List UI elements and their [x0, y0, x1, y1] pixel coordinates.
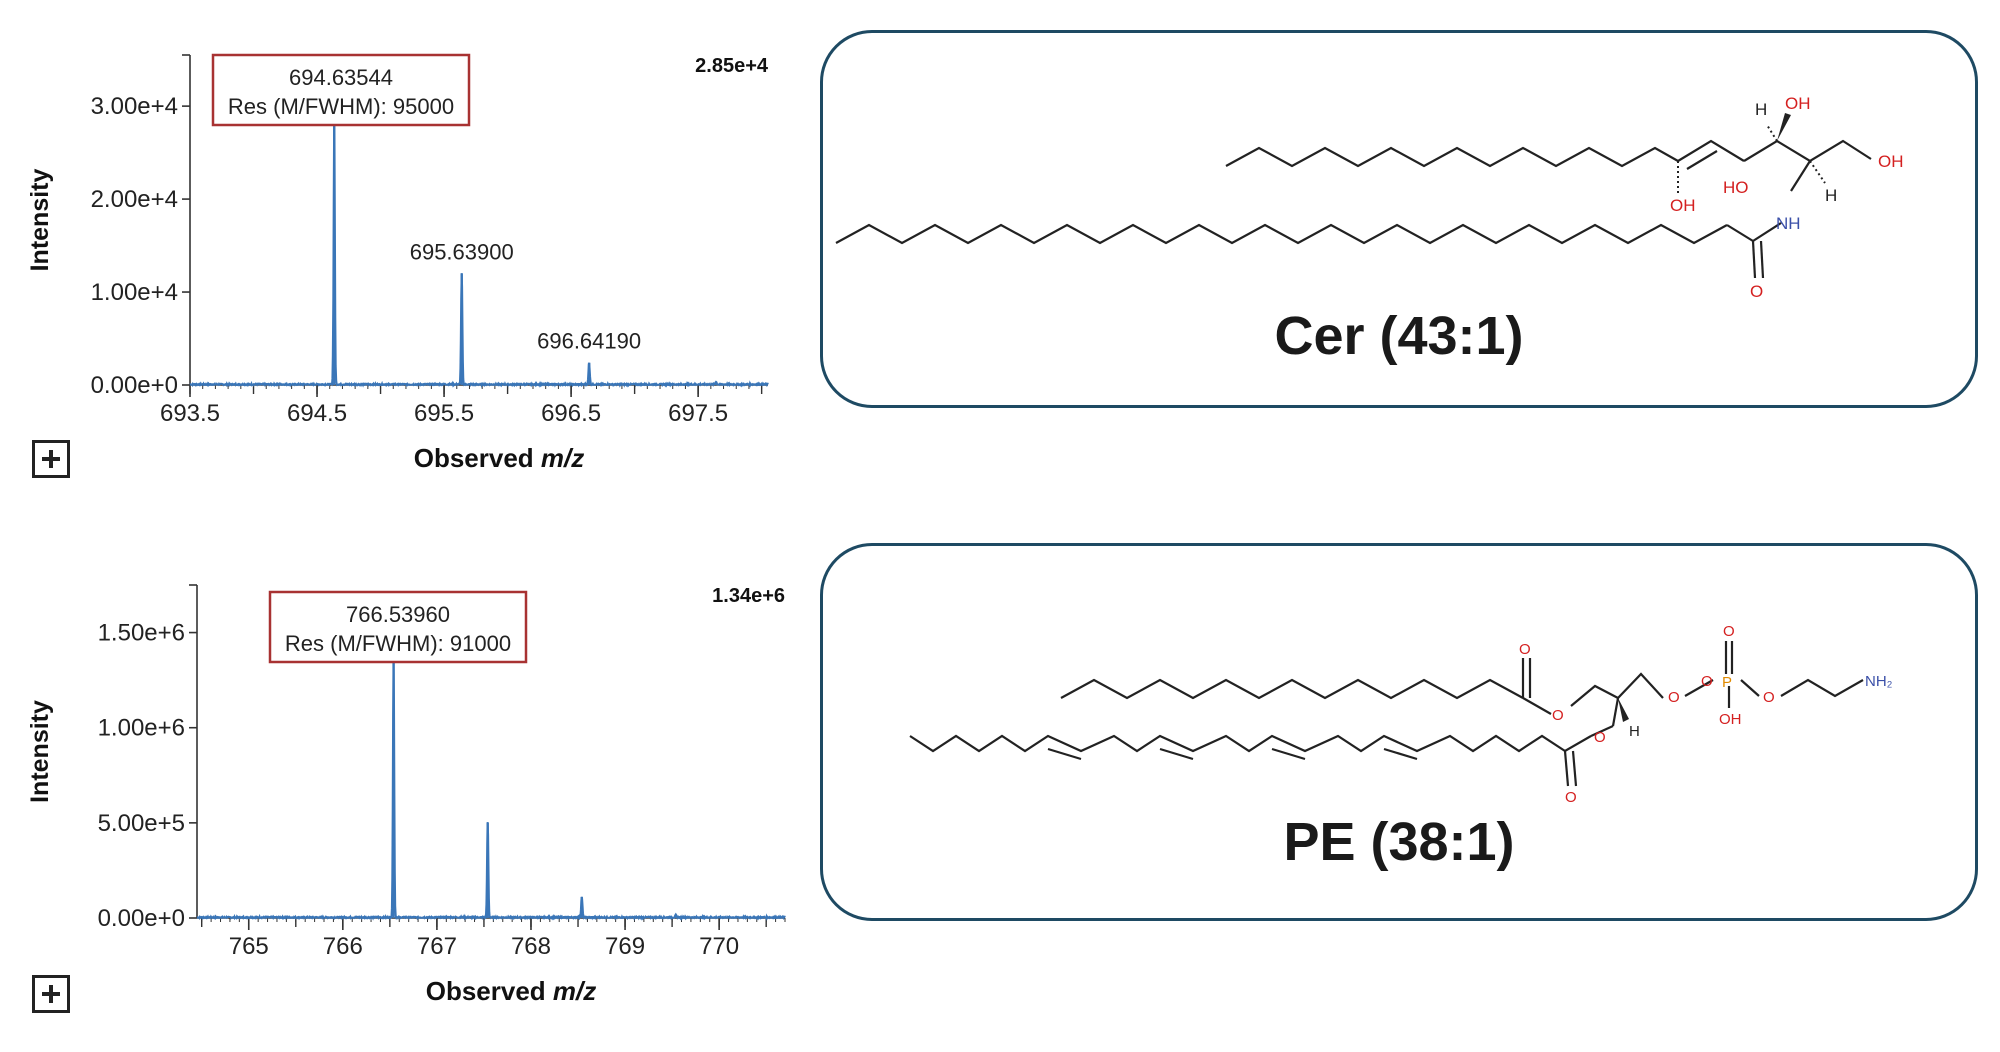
atom-label: O: [1565, 789, 1577, 806]
max-intensity-label: 1.34e+6: [712, 585, 785, 607]
atom-label: OH: [1670, 196, 1696, 215]
acyl-chain: [835, 223, 1728, 245]
atom-label: O: [1668, 689, 1680, 706]
x-tick-label: 766: [323, 933, 363, 960]
x-tick-label: 694.5: [287, 400, 347, 427]
spectrum-trace: [196, 662, 786, 922]
y-tick-label: 3.00e+4: [91, 93, 178, 120]
sphingoid-chain: [1225, 146, 1679, 168]
annotation-box: [211, 53, 471, 127]
y-tick-label: 1.50e+6: [98, 620, 185, 647]
x-axis-title-unit: m/z: [541, 443, 584, 473]
spectrum-panel-2: 765 766 767 768 769 770 0.00e+0 5.00e+5 1.00e+6 1…: [0, 530, 800, 1050]
annotation-box: [268, 590, 528, 664]
x-tick-label: 695.5: [414, 400, 474, 427]
lower-acyl-chain: [909, 734, 1592, 753]
y-tick-label: 1.00e+4: [91, 279, 178, 306]
upper-acyl-chain: [1060, 678, 1524, 700]
expand-button-1[interactable]: [32, 440, 70, 478]
atom-label: NH₂: [1865, 673, 1893, 690]
spectrum-chart-1: 693.5 694.5 695.5 696.5 697.5 0.00e+0 1.00e+4 2…: [26, 53, 769, 473]
x-tick-label: 767: [417, 933, 457, 960]
spectrum-panel-1: 693.5 694.5 695.5 696.5 697.5 0.00e+0 1.00e+4 2…: [0, 0, 800, 520]
lipid-name-cer: Cer (43:1): [1274, 306, 1524, 366]
x-tick-label: 768: [511, 933, 551, 960]
x-tick-label: 693.5: [160, 400, 220, 427]
atom-label: O: [1594, 729, 1606, 746]
atom-label: NH: [1776, 214, 1801, 233]
atom-label: OH: [1878, 152, 1904, 171]
structure-card-pe: O O O O O P O OH O NH₂ H O PE (38:1): [820, 543, 1978, 921]
atom-label: H: [1825, 186, 1837, 205]
y-tick-label: 5.00e+5: [98, 810, 185, 837]
annotation-mz: 766.53960: [346, 602, 450, 627]
sphingoid-alkene: [1677, 139, 1745, 162]
atom-label: OH: [1719, 711, 1742, 728]
x-axis-title-text: Observed: [426, 976, 553, 1006]
y-tick-label: 2.00e+4: [91, 186, 178, 213]
x-axis-title-unit: m/z: [553, 976, 596, 1006]
x-axis-title-text: Observed: [414, 443, 541, 473]
y-axis-title: Intensity: [26, 169, 54, 272]
x-tick-label: 769: [605, 933, 645, 960]
atom-label: OH: [1785, 94, 1811, 113]
lipid-name-pe: PE (38:1): [1283, 812, 1515, 872]
atom-label: O: [1723, 623, 1735, 640]
expand-button-2[interactable]: [32, 975, 70, 1013]
x-tick-label: 765: [229, 933, 269, 960]
atom-label: O: [1552, 707, 1564, 724]
x-tick-label: 770: [699, 933, 739, 960]
cer-structure-diagram: OH H OH OH H HO NH O: [835, 94, 1904, 301]
peak-label: 695.63900: [410, 239, 514, 264]
peak-label: 696.64190: [537, 329, 641, 354]
atom-label: H: [1629, 723, 1640, 740]
y-tick-label: 0.00e+0: [91, 372, 178, 399]
max-intensity-label: 2.85e+4: [695, 55, 769, 77]
y-tick-label: 1.00e+6: [98, 715, 185, 742]
annotation-resolution: Res (M/FWHM): 91000: [285, 631, 511, 656]
atom-label: O: [1763, 689, 1775, 706]
atom-label: P: [1722, 674, 1732, 691]
annotation-mz: 694.63544: [289, 65, 393, 90]
annotation-resolution: Res (M/FWHM): 95000: [228, 94, 454, 119]
x-tick-label: 696.5: [541, 400, 601, 427]
y-axis-title: Intensity: [26, 700, 54, 803]
atom-label: HO: [1723, 178, 1749, 197]
y-tick-label: 0.00e+0: [98, 905, 185, 932]
pe-structure-diagram: O O O O O P O OH O NH₂ H O: [909, 623, 1893, 806]
atom-label: O: [1750, 282, 1763, 301]
spectrum-trace: [189, 126, 769, 389]
x-axis-title: Observed m/z: [426, 976, 597, 1006]
structure-card-cer: OH H OH OH H HO NH O Cer (43:1): [820, 30, 1978, 408]
spectrum-chart-2: 765 766 767 768 769 770 0.00e+0 5.00e+5 1.00e+6 1…: [26, 584, 786, 1006]
x-tick-label: 697.5: [668, 400, 728, 427]
atom-label: O: [1701, 673, 1713, 690]
x-axis-title: Observed m/z: [414, 443, 585, 473]
atom-label: H: [1755, 100, 1767, 119]
atom-label: O: [1519, 641, 1531, 658]
